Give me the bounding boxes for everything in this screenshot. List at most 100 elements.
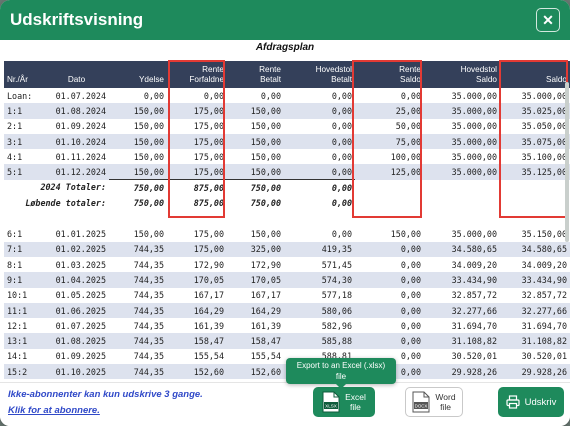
table-cell: 0,00 [260,90,281,101]
printer-icon [506,395,520,409]
table-cell: 16:1 [4,379,44,383]
table-cell: 01.07.2024 [55,90,106,101]
table-cell: 32.277,66 [424,302,500,319]
table-cell: 150,00 [250,151,281,162]
table-cell: 0,00 [203,90,224,101]
table-cell: 30.520,01 [451,351,497,362]
column-header-line2: Dato [67,75,86,84]
table-cell: 0,00 [284,133,355,150]
table-row: 13:1 01.08.2025 744,35 158,47 158,47 585,88 0,… [4,333,570,349]
totals-row: 2024 Totaler: 750,00 875,00 750,00 0,00 [4,179,570,196]
table-cell: 33.434,90 [500,272,570,288]
table-row: 6:1 01.01.2025 150,00 175,00 150,00 0,00 150,0… [4,226,570,241]
table-cell: 164,29 [227,302,284,319]
table-cell: 0,00 [400,259,421,270]
table-cell: 175,00 [193,151,224,162]
column-header: Ydelse [109,61,167,88]
print-button[interactable]: Udskriv [498,387,564,417]
table-cell: 158,47 [227,333,284,349]
close-button[interactable]: ✕ [536,8,560,32]
table-cell: 574,30 [284,272,355,288]
subscription-notice: Ikke-abonnenter kan kun udskrive 3 gange… [8,389,203,400]
table-cell: 577,18 [321,290,352,301]
table-cell: 35.000,00 [424,133,500,150]
table-cell: 167,17 [193,290,224,301]
table-cell: 5:1 [4,164,44,180]
dialog-footer: Ikke-abonnenter kan kun udskrive 3 gange… [0,382,570,426]
table-cell: 0,00 [355,272,424,288]
table-cell: 150,00 [133,151,164,162]
table-cell: 170,05 [167,272,227,288]
table-cell: 30.520,01 [521,351,567,362]
word-export-button[interactable]: DOCX Word file [405,387,463,417]
table-cell: 2:1 [7,121,23,132]
scrollbar[interactable] [565,82,569,242]
empty-cell [355,195,424,210]
table-cell: 7:1 [4,241,44,257]
spacer-cell [4,210,570,226]
table-cell: 419,35 [284,241,355,257]
table-cell: 35.000,00 [424,164,500,180]
table-cell: 29.333,55 [424,379,500,383]
excel-file-icon: XLSX [322,391,340,413]
table-cell: 152,60 [227,364,284,380]
table-cell: 75,00 [355,133,424,150]
table-cell: 0,00 [331,229,352,240]
table-cell: 14:1 [7,351,28,362]
table-cell: 01.10.2024 [44,133,109,150]
table-cell: 01.09.2025 [55,351,106,362]
subscribe-link[interactable]: Klik for at abonnere. [8,405,100,416]
table-cell: 0,00 [400,320,421,331]
table-row: 7:1 01.02.2025 744,35 175,00 325,00 419,35 0,0… [4,241,570,257]
table-cell: 01.01.2025 [55,229,106,240]
table-cell: 1:1 [4,103,44,119]
table-cell: 35.000,00 [451,229,497,240]
table-cell: 0,00 [400,290,421,301]
totals-cell: 750,00 [133,197,164,208]
table-cell: 585,88 [284,333,355,349]
table-cell: 35.025,00 [500,103,570,119]
spacer-row [4,210,570,226]
column-header-line2: Nr./År [7,75,28,84]
table-cell: 01.08.2025 [44,333,109,349]
table-cell: 164,29 [167,302,227,319]
totals-cell: 875,00 [193,197,224,208]
table-cell: 29.928,26 [424,364,500,380]
column-header-line2: Saldo [400,75,421,84]
preview-scroll-area[interactable]: Afdragsplan Nr./År Dato Ydelse Rente Forfald… [0,40,570,382]
table-cell: 01.11.2025 [44,379,109,383]
table-cell: 35.125,00 [500,164,570,180]
column-header-line2: Ydelse [138,75,164,84]
table-cell: 175,00 [167,103,227,119]
table-cell: 3:1 [4,133,44,150]
table-cell: 32.857,72 [521,290,567,301]
table-cell: 580,06 [284,302,355,319]
column-header-line1: Rente [259,65,281,74]
table-cell: 15:2 [4,364,44,380]
word-file-icon: DOCX [412,391,430,413]
column-header-line1: Hovedstol [315,65,352,74]
table-cell: 0,00 [331,90,352,101]
table-cell: 588,81 [321,351,352,362]
empty-cell [424,180,500,195]
table-cell: 175,00 [167,133,227,150]
table-cell: 35.075,00 [500,133,570,150]
table-row: 3:1 01.10.2024 150,00 175,00 150,00 0,00 75,00… [4,133,570,150]
table-cell: 13:1 [4,333,44,349]
print-button-label: Udskriv [524,396,557,408]
close-icon: ✕ [542,11,554,28]
column-header-line1: Hovedstol [460,65,497,74]
amortization-table: Nr./År Dato Ydelse Rente Forfaldne Rente Betal… [4,61,570,382]
tooltip-line1: Export to an Excel (.xlsx) [296,361,386,370]
table-cell: 29.928,26 [500,364,570,380]
table-row: 11:1 01.06.2025 744,35 164,29 164,29 580,06 0,… [4,302,570,319]
excel-export-button[interactable]: XLSX Excel file [313,387,375,417]
empty-cell [500,180,570,195]
table-cell: 571,45 [321,259,352,270]
table-cell: 0,00 [355,241,424,257]
table-row: 8:1 01.03.2025 744,35 172,90 172,90 571,45 0,0… [4,257,570,272]
table-cell: 31.108,82 [500,333,570,349]
table-cell: 35.000,00 [521,90,567,101]
table-cell: 34.009,20 [451,259,497,270]
table-cell: 01.07.2025 [55,320,106,331]
